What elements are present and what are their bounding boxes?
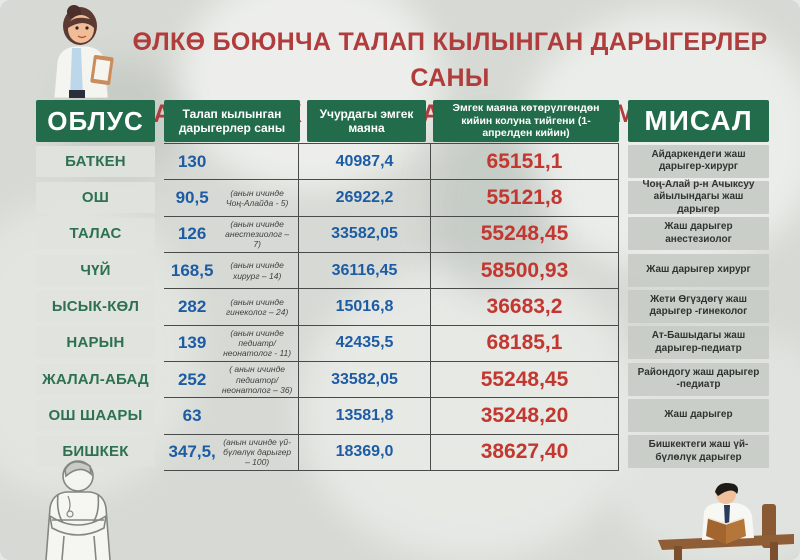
header-current-salary: Учурдагы эмгек маяна	[307, 100, 426, 142]
current-salary: 26922,2	[298, 180, 430, 216]
example-cell: Чоң-Алай р-н Ачыксуу айылындагы жаш дары…	[628, 179, 769, 215]
raised-salary: 58500,93	[430, 252, 619, 289]
required-note: (анын ичинде хирург – 14)	[230, 260, 284, 281]
required-note: (анын ичинде гинеколог – 24)	[225, 296, 289, 317]
raised-salary: 55248,45	[430, 216, 619, 252]
table-row: 168,5 (анын ичинде хирург – 14) 36116,45 …	[164, 252, 619, 290]
table-row: 347,5, (анын ичинде үй-бүлөлүк дарыгер – …	[164, 434, 619, 471]
example-cell: Райондогу жаш дарыгер -педиатр	[628, 362, 769, 396]
table-row: 130 40987,4 65151,1	[164, 144, 619, 181]
raised-salary: 55248,45	[430, 361, 619, 398]
region-cell: ЫСЫК-КӨЛ	[36, 290, 155, 322]
raised-salary: 68185,1	[430, 325, 619, 361]
region-cell: БАТКЕН	[36, 145, 155, 177]
table-row: 282 (анын ичинде гинеколог – 24) 15016,8 …	[164, 289, 619, 326]
table-row: 139 (анын ичинде педиатр/ неонатолог - 11…	[164, 325, 619, 362]
header-example: МИСАЛ	[628, 100, 769, 142]
required-count: 130	[177, 151, 207, 171]
table-row: 126 (анын ичинде анестезиолог – 7) 33582,…	[164, 216, 619, 253]
required-note: (анын ичинде Чоң-Алайда - 5)	[225, 187, 289, 208]
sketch-doctor-illustration	[45, 460, 111, 560]
current-salary: 18369,0	[298, 434, 430, 470]
current-salary: 15016,8	[298, 289, 430, 325]
raised-salary: 38627,40	[430, 434, 619, 470]
required-count: 347,5,	[168, 442, 216, 462]
raised-salary: 55121,8	[430, 180, 619, 216]
current-salary: 13581,8	[298, 398, 430, 434]
required-note: (анын ичинде үй-бүлөлүк дарыгер – 100)	[223, 437, 292, 468]
data-grid: Талап кылынган дарыгерлер саны Учурдагы …	[164, 100, 619, 471]
required-count: 63	[182, 405, 202, 425]
title-line-1: ӨЛКӨ БОЮНЧА ТАЛАП КЫЛЫНГАН ДАРЫГЕРЛЕР СА…	[132, 28, 768, 92]
required-count: 168,5	[170, 260, 214, 280]
current-salary: 36116,45	[298, 252, 430, 289]
header-raised-salary: Эмгек маяна көтөрүлгөндөн кийин колуна т…	[433, 100, 619, 142]
doctor-reading-book-illustration	[658, 483, 794, 560]
female-doctor-illustration	[53, 5, 114, 98]
column-region: ОБЛУС БАТКЕН ОШ ТАЛАС ЧҮЙ ЫСЫК-КӨЛ НАРЫН…	[36, 100, 155, 470]
required-count: 139	[177, 333, 207, 353]
example-cell: Жаш дарыгер хирург	[628, 253, 769, 287]
header-region: ОБЛУС	[36, 100, 155, 142]
example-cell: Айдаркендеги жаш дарыгер-хирург	[628, 144, 769, 178]
column-example: МИСАЛ Айдаркендеги жаш дарыгер-хирург Чо…	[628, 100, 769, 470]
required-note: (анын ичинде анестезиолог – 7)	[225, 219, 290, 250]
required-count: 282	[177, 296, 207, 316]
table-row: 63 13581,8 35248,20	[164, 398, 619, 435]
required-note: ( анын ичинде педиатор/ неонатолог – 36)	[221, 364, 293, 395]
required-count: 90,5	[175, 187, 209, 207]
example-cell: Бишкектеги жаш үй-бүлөлүк дарыгер	[628, 435, 769, 469]
required-note: (анын ичинде педиатр/ неонатолог - 11)	[223, 328, 292, 359]
raised-salary: 35248,20	[430, 398, 619, 434]
data-grid-body: 130 40987,4 65151,1 90,5 (анын ичинде Чоң…	[164, 143, 619, 471]
example-cell: Жаш дарыгер анестезиолог	[628, 217, 769, 251]
region-cell: ОШ	[36, 181, 155, 213]
region-cell: ОШ ШААРЫ	[36, 399, 155, 431]
region-cell: БИШКЕК	[36, 436, 155, 468]
region-cell: НАРЫН	[36, 327, 155, 359]
current-salary: 33582,05	[298, 216, 430, 252]
region-cell: ЧҮЙ	[36, 254, 155, 286]
header-required-doctors: Талап кылынган дарыгерлер саны	[164, 100, 300, 142]
required-count: 252	[177, 369, 207, 389]
example-cell: Ат-Башыдагы жаш дарыгер-педиатр	[628, 326, 769, 360]
raised-salary: 65151,1	[430, 144, 619, 180]
example-cell: Жети Өгүздөгү жаш дарыгер -гинеколог	[628, 289, 769, 323]
table-row: 252 ( анын ичинде педиатор/ неонатолог – …	[164, 361, 619, 399]
current-salary: 40987,4	[298, 144, 430, 180]
data-grid-headers: Талап кылынган дарыгерлер саны Учурдагы …	[164, 100, 619, 142]
current-salary: 33582,05	[298, 361, 430, 398]
raised-salary: 36683,2	[430, 289, 619, 325]
table-row: 90,5 (анын ичинде Чоң-Алайда - 5) 26922,2…	[164, 180, 619, 217]
example-cell: Жаш дарыгер	[628, 398, 769, 432]
required-count: 126	[177, 224, 207, 244]
region-cell: ЖАЛАЛ-АБАД	[36, 363, 155, 395]
region-cell: ТАЛАС	[36, 218, 155, 250]
current-salary: 42435,5	[298, 325, 430, 361]
